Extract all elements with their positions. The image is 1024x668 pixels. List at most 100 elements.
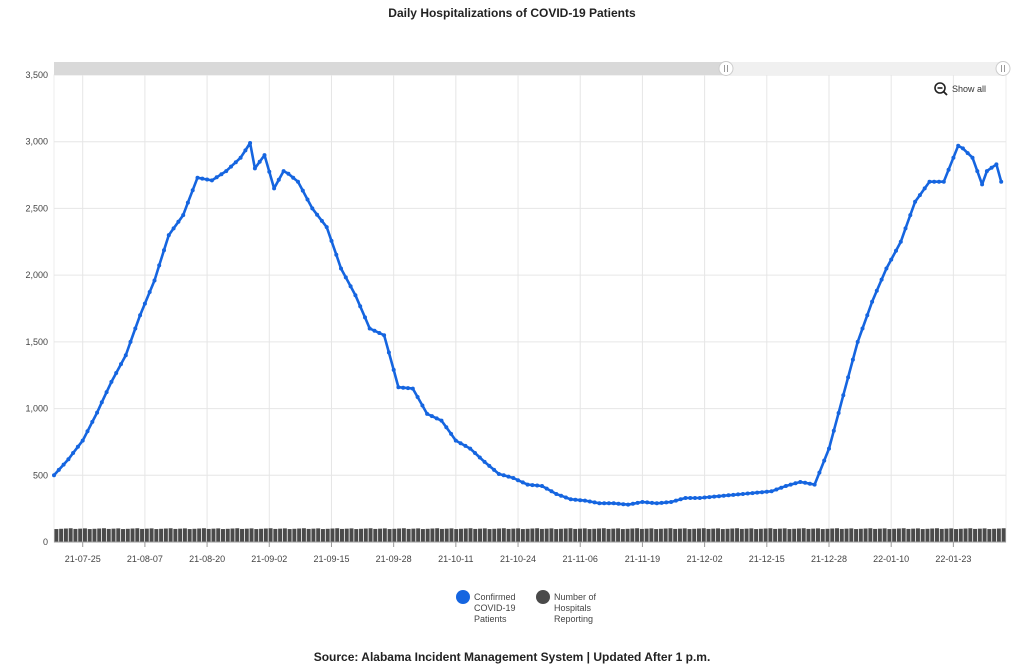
- hospitals-bar[interactable]: [701, 528, 706, 542]
- patients-point[interactable]: [654, 501, 659, 506]
- hospitals-bar[interactable]: [273, 528, 278, 542]
- hospitals-bar[interactable]: [958, 528, 963, 542]
- patients-point[interactable]: [831, 428, 836, 433]
- patients-point[interactable]: [128, 339, 133, 344]
- hospitals-bar[interactable]: [873, 528, 878, 542]
- patients-point[interactable]: [406, 386, 410, 391]
- patients-point[interactable]: [257, 159, 262, 164]
- patients-point[interactable]: [343, 275, 348, 280]
- hospitals-bar[interactable]: [130, 528, 135, 542]
- hospitals-bar[interactable]: [668, 528, 673, 542]
- patients-point[interactable]: [951, 155, 956, 160]
- hospitals-bar[interactable]: [711, 528, 716, 542]
- patients-point[interactable]: [90, 419, 95, 424]
- patients-point[interactable]: [525, 482, 530, 487]
- patients-point[interactable]: [95, 410, 100, 415]
- patients-point[interactable]: [429, 414, 434, 419]
- patients-point[interactable]: [889, 257, 894, 262]
- patients-point[interactable]: [396, 385, 401, 390]
- patients-point[interactable]: [281, 169, 286, 174]
- hospitals-bar[interactable]: [254, 529, 259, 542]
- hospitals-bar[interactable]: [720, 529, 725, 542]
- hospitals-bar[interactable]: [82, 528, 87, 542]
- hospitals-bar[interactable]: [563, 528, 568, 542]
- patients-point[interactable]: [946, 167, 951, 172]
- hospitals-bar[interactable]: [677, 528, 682, 542]
- patients-point[interactable]: [913, 199, 918, 204]
- hospitals-bar[interactable]: [758, 528, 763, 542]
- hospitals-bar[interactable]: [516, 528, 521, 542]
- hospitals-bar[interactable]: [825, 528, 830, 542]
- hospitals-bar[interactable]: [525, 528, 530, 542]
- hospitals-bar[interactable]: [230, 528, 235, 542]
- hospitals-bar[interactable]: [482, 528, 487, 542]
- patients-point[interactable]: [382, 333, 387, 338]
- patients-point[interactable]: [353, 293, 358, 298]
- hospitals-bar[interactable]: [106, 528, 111, 542]
- hospitals-bar[interactable]: [354, 529, 359, 542]
- patients-point[interactable]: [779, 485, 784, 490]
- patients-point[interactable]: [104, 390, 109, 395]
- hospitals-bar[interactable]: [830, 528, 835, 542]
- patients-point[interactable]: [736, 492, 741, 497]
- hospitals-bar[interactable]: [749, 528, 754, 542]
- patients-point[interactable]: [874, 288, 879, 293]
- hospitals-bar[interactable]: [287, 529, 292, 542]
- patients-point[interactable]: [688, 496, 693, 500]
- patients-point[interactable]: [812, 482, 817, 487]
- patients-point[interactable]: [865, 313, 870, 318]
- patients-point[interactable]: [846, 375, 851, 380]
- range-slider-handle-right[interactable]: [995, 61, 1011, 76]
- hospitals-bar[interactable]: [625, 528, 630, 542]
- patients-point[interactable]: [707, 495, 712, 500]
- hospitals-bar[interactable]: [592, 528, 597, 542]
- hospitals-bar[interactable]: [877, 528, 882, 542]
- patients-point[interactable]: [917, 193, 922, 198]
- patients-point[interactable]: [827, 446, 831, 451]
- patients-point[interactable]: [520, 480, 525, 485]
- hospitals-bar[interactable]: [982, 528, 987, 542]
- hospitals-bar[interactable]: [501, 528, 506, 542]
- hospitals-bar[interactable]: [611, 528, 616, 542]
- patients-point[interactable]: [329, 238, 334, 243]
- patients-point[interactable]: [348, 284, 353, 289]
- hospitals-bar[interactable]: [930, 528, 935, 542]
- hospitals-bar[interactable]: [249, 528, 254, 542]
- patients-point[interactable]: [879, 277, 884, 282]
- hospitals-bar[interactable]: [535, 528, 540, 542]
- hospitals-bar[interactable]: [654, 529, 659, 542]
- patients-point[interactable]: [420, 403, 425, 408]
- hospitals-bar[interactable]: [311, 528, 316, 542]
- hospitals-bar[interactable]: [796, 528, 801, 542]
- patients-point[interactable]: [248, 141, 253, 145]
- hospitals-bar[interactable]: [140, 528, 145, 542]
- hospitals-bar[interactable]: [539, 528, 544, 542]
- hospitals-bar[interactable]: [706, 528, 711, 542]
- hospitals-bar[interactable]: [763, 528, 768, 542]
- hospitals-bar[interactable]: [635, 528, 640, 542]
- hospitals-bar[interactable]: [949, 528, 954, 542]
- patients-point[interactable]: [726, 493, 731, 498]
- patients-point[interactable]: [616, 501, 621, 506]
- hospitals-bar[interactable]: [806, 528, 811, 542]
- hospitals-bar[interactable]: [159, 528, 164, 542]
- patients-point[interactable]: [994, 162, 999, 167]
- hospitals-bar[interactable]: [882, 528, 887, 542]
- hospitals-bar[interactable]: [854, 529, 859, 542]
- patients-point[interactable]: [401, 385, 406, 390]
- hospitals-bar[interactable]: [639, 528, 644, 542]
- hospitals-bar[interactable]: [406, 528, 411, 542]
- hospitals-bar[interactable]: [977, 528, 982, 542]
- hospitals-bar[interactable]: [987, 529, 992, 542]
- patients-point[interactable]: [764, 489, 769, 494]
- hospitals-bar[interactable]: [973, 528, 978, 542]
- patients-point[interactable]: [114, 371, 119, 375]
- patients-point[interactable]: [377, 331, 382, 335]
- hospitals-bar[interactable]: [858, 528, 863, 542]
- patients-point[interactable]: [482, 459, 487, 464]
- hospitals-bar[interactable]: [687, 529, 692, 542]
- range-slider-handle-left[interactable]: [718, 61, 734, 76]
- hospitals-bar[interactable]: [344, 528, 349, 542]
- patients-point[interactable]: [339, 266, 343, 271]
- patients-point[interactable]: [410, 386, 415, 391]
